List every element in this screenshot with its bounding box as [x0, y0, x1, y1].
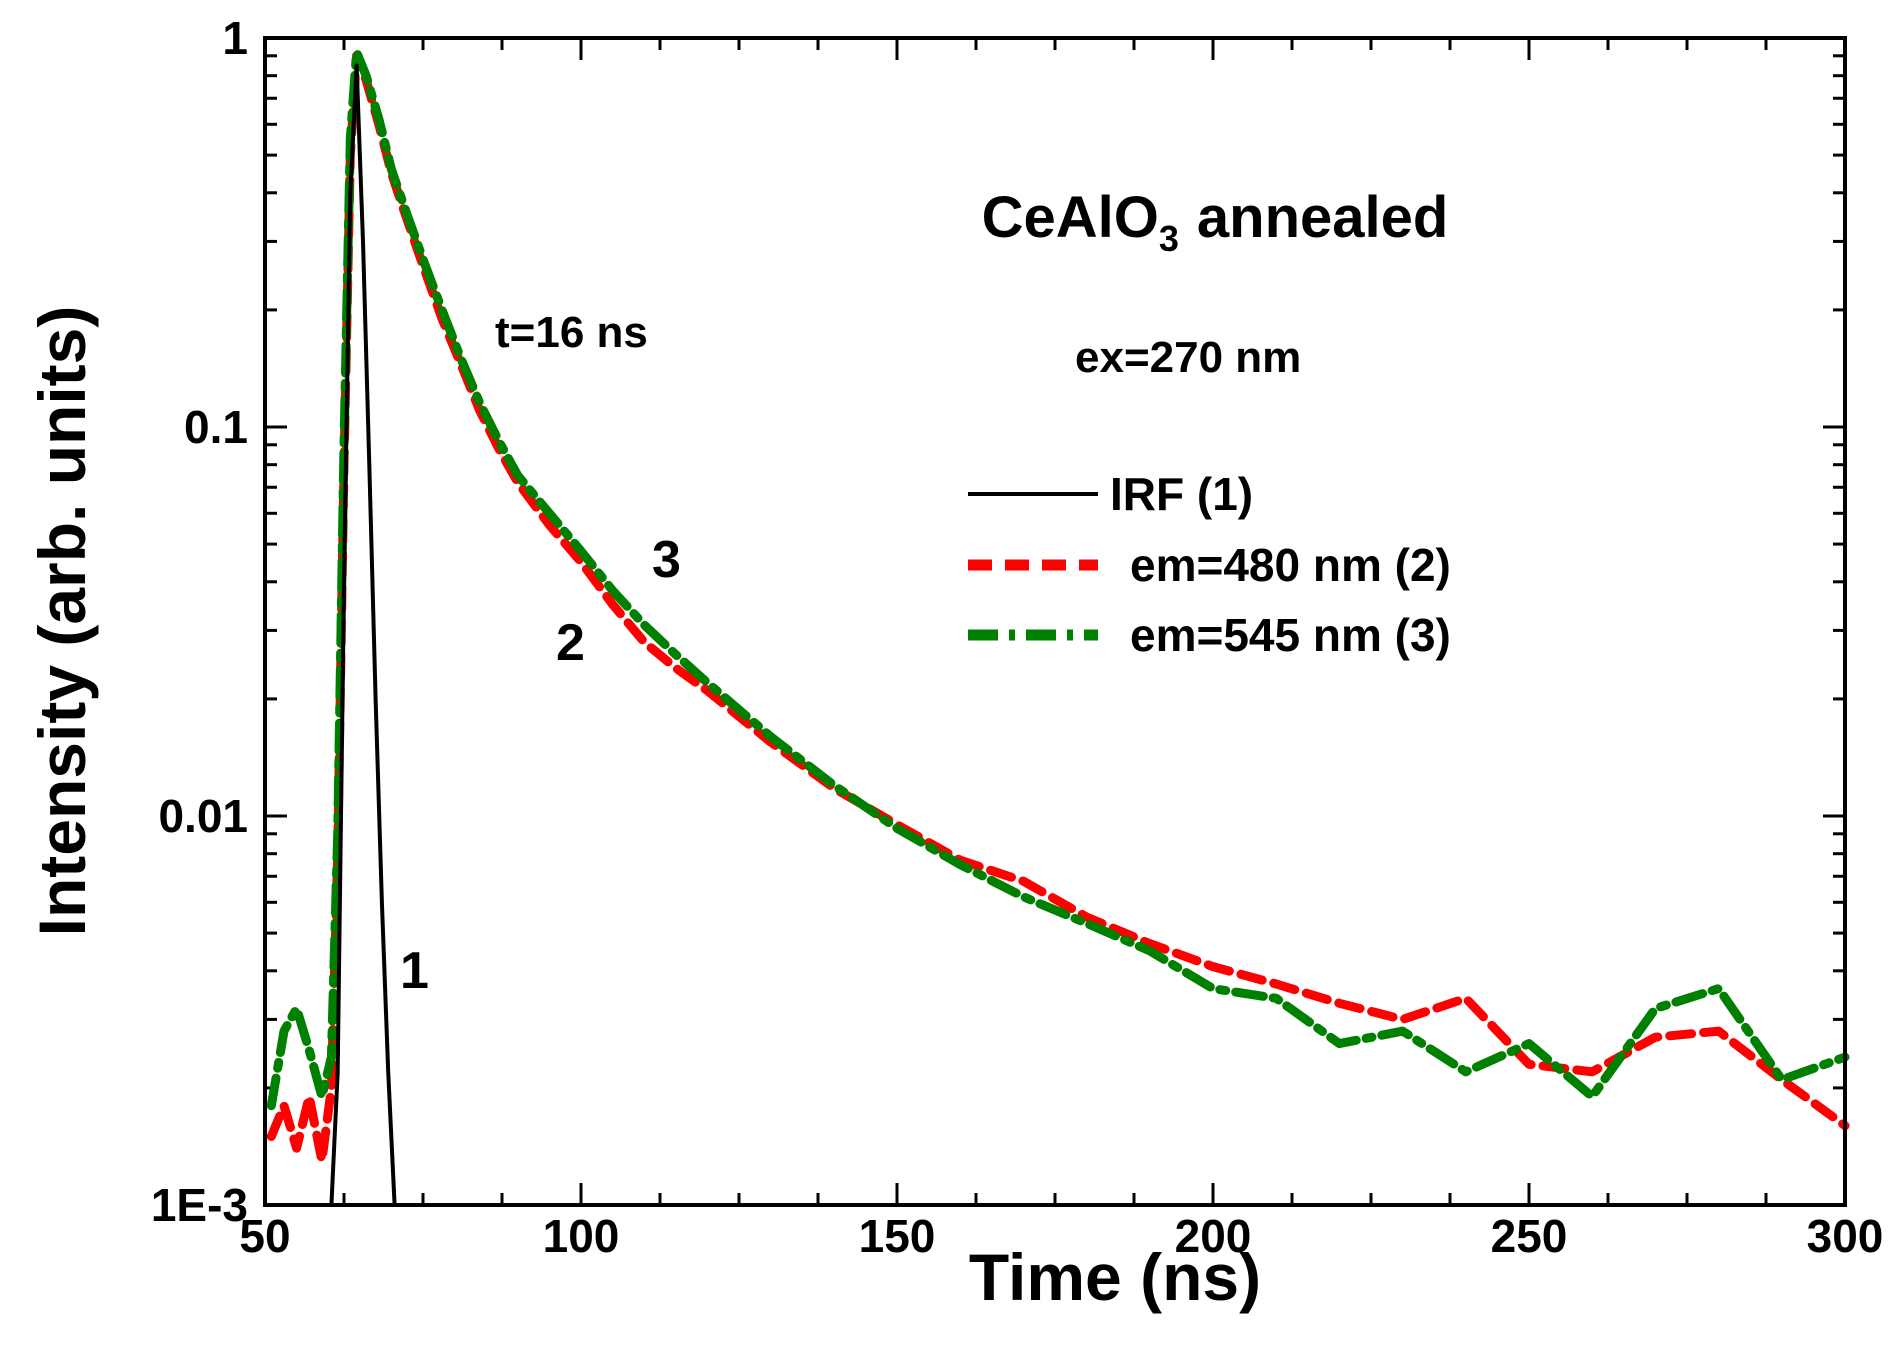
y-tick-labels: 1E-3 0.01 0.1 1 [151, 12, 248, 1231]
legend-label-em545: em=545 nm (3) [1130, 609, 1451, 661]
curve-label-3: 3 [652, 531, 681, 589]
x-tick-label: 100 [543, 1210, 620, 1262]
plot-frame [263, 36, 1847, 1207]
excitation-annotation: ex=270 nm [1075, 333, 1301, 382]
x-tick-label: 150 [859, 1210, 936, 1262]
x-tick-label: 200 [1175, 1210, 1252, 1262]
y-tick-label: 0.1 [184, 401, 248, 453]
series-layer [266, 47, 1850, 1207]
chart-title-suffix: annealed [1197, 185, 1448, 250]
x-tick-label: 250 [1491, 1210, 1568, 1262]
legend-label-irf: IRF (1) [1110, 468, 1253, 520]
chart-title-main: CeAlO [982, 185, 1159, 250]
y-tick-label: 0.01 [158, 790, 248, 842]
legend-label-em480: em=480 nm (2) [1130, 539, 1451, 591]
chart-title-subscript: 3 [1159, 218, 1179, 259]
curve-label-1: 1 [400, 942, 429, 1000]
chart-title: CeAlO3 annealed [982, 185, 1449, 259]
series-line-2 [266, 47, 1850, 1111]
y-tick-label: 1 [222, 12, 248, 64]
curve-label-2: 2 [556, 614, 585, 672]
y-axis-title: Intensity (arb. units) [25, 306, 99, 937]
y-tick-label: 1E-3 [151, 1179, 248, 1231]
x-axis-title: Time (ns) [969, 1240, 1261, 1314]
tau-annotation: t=16 ns [495, 308, 648, 357]
x-tick-label: 300 [1807, 1210, 1884, 1262]
x-tick-labels: 50 100 150 200 250 300 [239, 1210, 1883, 1262]
x-tick-label: 50 [239, 1210, 290, 1262]
legend: IRF (1) em=480 nm (2) em=545 nm (3) [968, 468, 1451, 661]
series-line-0 [329, 63, 397, 1207]
